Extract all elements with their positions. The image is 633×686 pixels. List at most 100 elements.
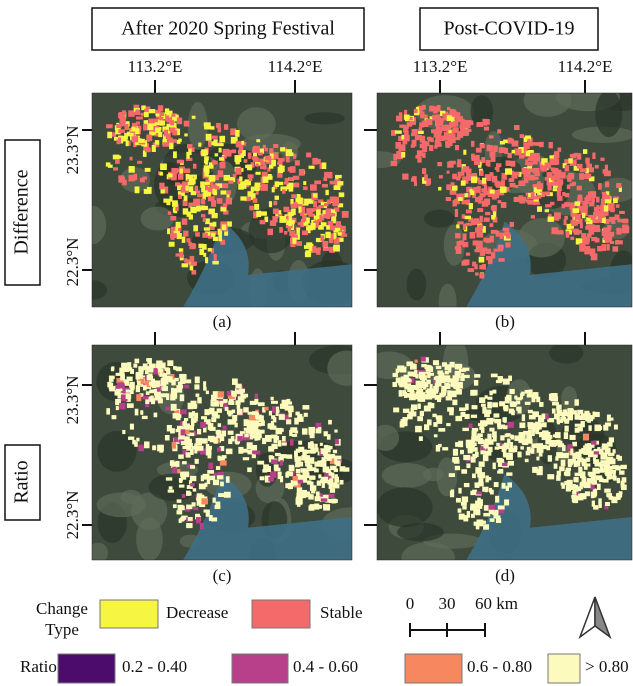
urban-pixel: [248, 175, 253, 182]
urban-pixel: [570, 212, 578, 217]
urban-pixel: [574, 461, 580, 467]
urban-pixel: [409, 121, 416, 125]
urban-pixel: [255, 431, 262, 439]
urban-pixel: [173, 206, 178, 214]
urban-pixel: [510, 160, 516, 167]
urban-pixel: [249, 432, 254, 440]
urban-pixel: [186, 485, 193, 489]
urban-pixel: [260, 183, 268, 191]
urban-pixel: [476, 525, 480, 530]
urban-pixel: [605, 191, 610, 199]
urban-pixel: [259, 220, 266, 225]
legend-title: Type: [45, 620, 79, 639]
urban-pixel: [190, 483, 195, 487]
urban-pixel: [262, 437, 267, 445]
terrain: [561, 386, 578, 412]
terrain: [92, 280, 108, 300]
urban-pixel: [277, 474, 282, 480]
urban-pixel: [324, 472, 331, 480]
urban-pixel: [328, 493, 335, 498]
urban-pixel: [170, 127, 176, 132]
urban-pixel: [169, 460, 175, 466]
urban-pixel: [416, 388, 424, 393]
urban-pixel: [186, 444, 192, 451]
urban-pixel: [403, 114, 410, 120]
urban-pixel: [113, 136, 118, 141]
header-box: [91, 7, 365, 51]
urban-pixel: [315, 237, 322, 243]
urban-pixel: [561, 484, 565, 489]
urban-pixel: [253, 450, 261, 455]
urban-pixel: [183, 168, 191, 174]
urban-pixel: [533, 201, 540, 205]
urban-pixel: [188, 202, 192, 208]
urban-pixel: [498, 258, 505, 262]
urban-pixel: [193, 430, 197, 437]
urban-pixel: [298, 474, 304, 481]
urban-pixel: [567, 444, 573, 451]
urban-pixel: [402, 173, 409, 180]
urban-pixel: [477, 208, 484, 213]
terrain: [377, 424, 400, 451]
urban-pixel: [139, 177, 145, 183]
urban-pixel: [282, 436, 286, 442]
urban-pixel: [139, 393, 144, 398]
urban-pixel: [310, 184, 317, 191]
urban-pixel: [326, 434, 331, 440]
urban-pixel: [505, 433, 511, 437]
urban-pixel: [500, 424, 505, 429]
urban-pixel: [527, 138, 531, 146]
urban-pixel: [526, 168, 534, 173]
urban-pixel: [108, 375, 114, 382]
urban-pixel: [429, 388, 434, 394]
urban-pixel: [584, 173, 590, 179]
urban-pixel: [221, 455, 227, 459]
urban-pixel: [177, 173, 184, 180]
urban-pixel: [581, 447, 585, 453]
urban-pixel: [517, 451, 522, 458]
urban-pixel: [270, 459, 278, 465]
urban-pixel: [452, 133, 456, 141]
legend-label: 0.4 - 0.60: [293, 657, 358, 676]
urban-pixel: [175, 225, 182, 232]
urban-pixel: [198, 483, 206, 490]
legend-swatch: [57, 653, 116, 684]
urban-pixel: [273, 437, 278, 444]
urban-pixel: [546, 180, 551, 186]
urban-pixel: [263, 164, 267, 170]
urban-pixel: [295, 468, 301, 474]
urban-pixel: [451, 185, 458, 191]
urban-pixel: [585, 226, 589, 230]
urban-pixel: [553, 155, 558, 162]
urban-pixel: [538, 450, 543, 457]
urban-pixel: [404, 109, 408, 116]
urban-pixel: [500, 435, 505, 441]
urban-pixel: [145, 391, 150, 395]
terrain: [304, 112, 345, 125]
urban-pixel: [270, 434, 278, 439]
urban-pixel: [306, 225, 314, 231]
urban-pixel: [606, 473, 611, 480]
urban-pixel: [500, 202, 507, 208]
urban-pixel: [339, 466, 346, 472]
urban-pixel: [539, 401, 544, 407]
urban-pixel: [458, 513, 465, 520]
urban-pixel: [503, 139, 508, 144]
urban-pixel: [574, 214, 581, 221]
urban-pixel: [280, 428, 284, 432]
urban-pixel: [576, 185, 582, 191]
urban-pixel: [445, 140, 451, 145]
urban-pixel: [468, 203, 473, 210]
urban-pixel: [442, 447, 449, 451]
urban-pixel: [198, 243, 204, 249]
urban-pixel: [546, 172, 551, 178]
urban-pixel: [118, 176, 126, 183]
urban-pixel: [176, 117, 183, 125]
urban-pixel: [396, 115, 403, 122]
urban-pixel: [246, 442, 253, 450]
urban-pixel: [217, 455, 221, 461]
urban-pixel: [122, 429, 126, 435]
urban-pixel: [461, 469, 468, 474]
urban-pixel: [275, 427, 283, 435]
urban-pixel: [125, 393, 132, 400]
